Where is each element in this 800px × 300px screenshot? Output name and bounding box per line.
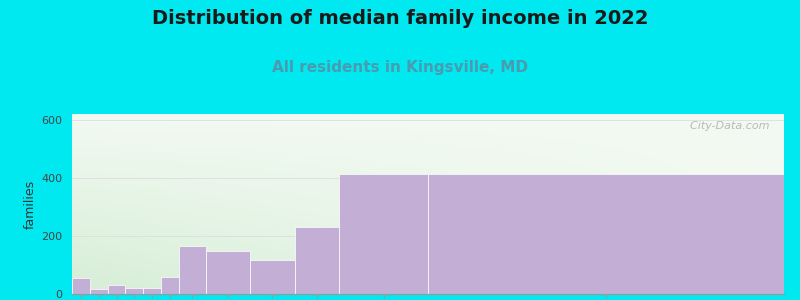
Bar: [178, 246, 206, 294]
Text: Distribution of median family income in 2022: Distribution of median family income in …: [152, 9, 648, 28]
Bar: [206, 251, 250, 294]
Bar: [161, 277, 178, 294]
Bar: [250, 260, 294, 294]
Bar: [428, 173, 784, 294]
Text: City-Data.com: City-Data.com: [683, 121, 770, 131]
Bar: [294, 227, 339, 294]
Bar: [72, 278, 90, 294]
Y-axis label: families: families: [24, 179, 37, 229]
Bar: [90, 289, 107, 294]
Bar: [126, 288, 143, 294]
Bar: [143, 288, 161, 294]
Bar: [339, 173, 428, 294]
Bar: [107, 285, 126, 294]
Text: All residents in Kingsville, MD: All residents in Kingsville, MD: [272, 60, 528, 75]
